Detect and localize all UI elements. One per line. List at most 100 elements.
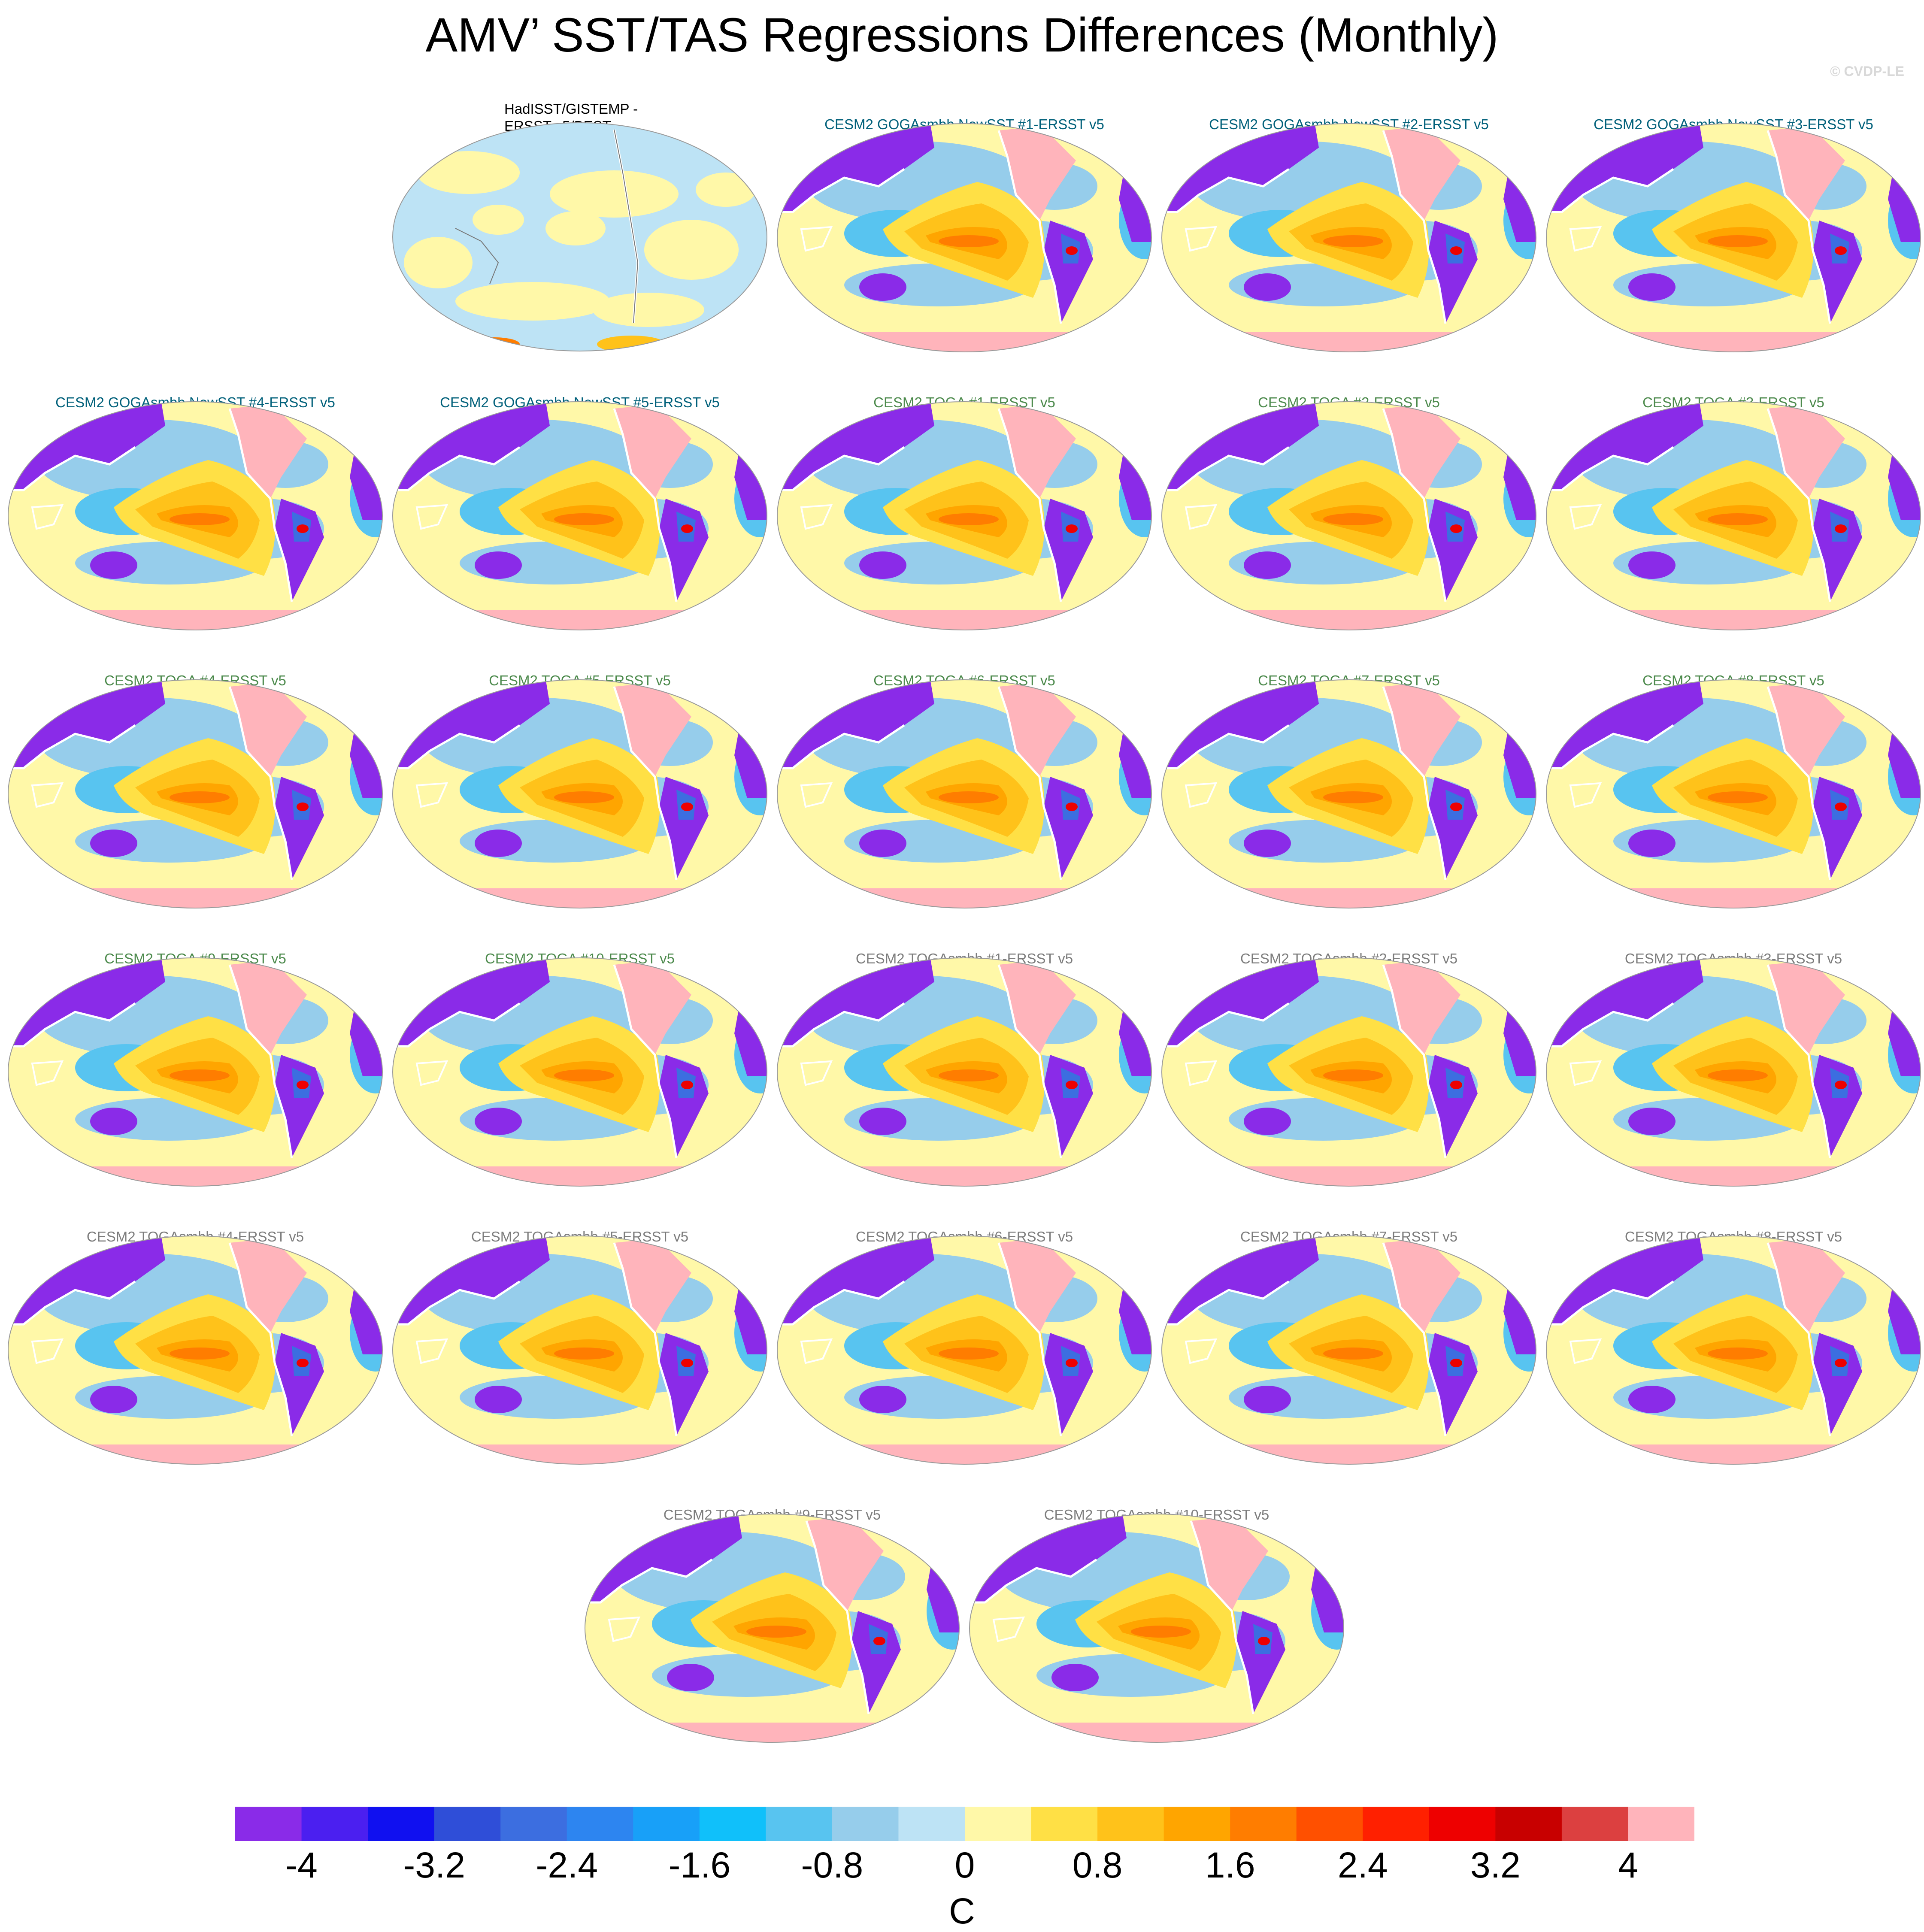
map-border xyxy=(8,679,383,908)
south-america-land xyxy=(659,777,709,880)
maritime-land xyxy=(800,1060,833,1086)
south-america-land xyxy=(1428,1333,1478,1436)
south-america-land xyxy=(659,1333,709,1436)
map-border xyxy=(392,957,767,1187)
colorbar-swatch xyxy=(1296,1807,1363,1841)
south-america-land xyxy=(275,499,324,602)
map-border xyxy=(969,1514,1344,1743)
australia-land xyxy=(859,830,906,857)
colorbar-swatch xyxy=(500,1807,567,1841)
map-panel: CESM2 TOGAsmbb #8-ERSST v5 xyxy=(1545,1208,1922,1465)
coastline xyxy=(8,1002,136,1048)
map-field xyxy=(393,680,767,908)
coastline xyxy=(613,686,678,880)
map-border xyxy=(777,1236,1152,1465)
warm-core xyxy=(1708,791,1768,803)
map-panel: CESM2 TOGAsmbb #1-ERSST v5 xyxy=(776,930,1153,1187)
maritime-land xyxy=(800,504,833,530)
maritime-land xyxy=(31,504,64,530)
map-plot xyxy=(969,1514,1344,1743)
map-plot xyxy=(392,1236,767,1465)
map-panel: CESM2 TOGA #4-ERSST v5 xyxy=(6,651,384,909)
colorbar-tick-label: 0.8 xyxy=(1073,1845,1123,1885)
map-border xyxy=(585,1514,960,1743)
coastline xyxy=(1766,1242,1831,1436)
figure-title: AMV’ SST/TAS Regressions Differences (Mo… xyxy=(425,8,1499,62)
map-panel: CESM2 TOGA #10-ERSST v5 xyxy=(391,930,769,1187)
maritime-land xyxy=(1185,1338,1218,1364)
antarctica-land xyxy=(1162,888,1536,908)
south-america-land xyxy=(297,524,309,533)
coastline xyxy=(228,964,293,1158)
map-panel: CESM2 TOGA #1-ERSST v5 xyxy=(776,373,1153,631)
coastline xyxy=(613,1242,678,1436)
south-america-land xyxy=(873,1637,885,1645)
coastline xyxy=(1382,1242,1447,1436)
australia-land xyxy=(90,551,137,579)
warm-anomaly-patch xyxy=(455,282,610,321)
colorbar-tick-label: 1.6 xyxy=(1205,1845,1255,1885)
coastline xyxy=(1546,446,1674,491)
coastline xyxy=(393,724,521,769)
colorbar-swatch xyxy=(1495,1807,1562,1841)
coastline xyxy=(1546,724,1674,769)
antarctica-land xyxy=(585,1723,959,1742)
coastline xyxy=(393,446,521,491)
south-america-land xyxy=(1066,802,1078,811)
coastline xyxy=(1546,168,1674,213)
map-field xyxy=(1546,958,1921,1186)
colorbar-swatch xyxy=(1097,1807,1164,1841)
warm-core xyxy=(170,1348,230,1360)
south-america-land xyxy=(1258,1637,1270,1645)
warm-core xyxy=(746,1626,806,1638)
south-america-land xyxy=(1835,246,1847,255)
south-america-land xyxy=(1066,1359,1078,1367)
warm-anomaly-patch xyxy=(545,211,606,245)
colorbar: -4 -3.2 -2.4 -1.6 -0.8 0 0.8 1.6 2.4 3.2 4 xyxy=(235,1807,1694,1885)
warm-core xyxy=(554,513,614,525)
antarctica-land xyxy=(8,888,382,908)
colorbar-swatch xyxy=(699,1807,766,1841)
map-plot xyxy=(8,679,383,908)
map-panel: CESM2 TOGA #9-ERSST v5 xyxy=(6,930,384,1187)
map-panel: CESM2 GOGAsmbb NewSST #1-ERSST v5 xyxy=(776,95,1153,353)
colorbar-swatch xyxy=(368,1807,435,1841)
south-america-land xyxy=(1044,499,1093,602)
south-america-land xyxy=(1450,802,1462,811)
map-plot xyxy=(1161,123,1536,352)
coastline xyxy=(805,1520,870,1714)
maritime-land xyxy=(992,1616,1025,1642)
colorbar-swatch xyxy=(301,1807,368,1841)
map-panel: CESM2 GOGAsmbb NewSST #3-ERSST v5 xyxy=(1545,95,1922,353)
south-america-land xyxy=(297,1359,309,1367)
coastline xyxy=(1766,130,1831,324)
colorbar-units-label: C xyxy=(949,1891,975,1931)
coastline xyxy=(777,724,905,769)
coastline xyxy=(1382,686,1447,880)
warm-core xyxy=(554,1348,614,1360)
antarctica-land xyxy=(1162,610,1536,630)
australia-land xyxy=(1628,273,1676,301)
coastline xyxy=(1546,1002,1674,1048)
map-border xyxy=(1546,679,1921,908)
maritime-land xyxy=(1185,1060,1218,1086)
coastline xyxy=(777,1002,905,1048)
south-america-land xyxy=(1044,777,1093,880)
coastline xyxy=(997,964,1062,1158)
australia-land xyxy=(1051,1664,1099,1691)
south-america-land xyxy=(681,802,693,811)
map-plot xyxy=(777,401,1152,630)
warm-core xyxy=(1708,513,1768,525)
colorbar-tick-label: -1.6 xyxy=(668,1845,730,1885)
colorbar-tick-label: 0 xyxy=(955,1845,975,1885)
australia-land xyxy=(667,1664,714,1691)
map-field xyxy=(1546,1236,1921,1464)
australia-land xyxy=(1244,830,1291,857)
map-border xyxy=(1161,123,1536,352)
map-field xyxy=(1162,958,1536,1186)
colorbar-swatch xyxy=(1628,1807,1694,1841)
antarctica-land xyxy=(1162,332,1536,352)
coastline xyxy=(1162,1002,1290,1048)
south-america-land xyxy=(1835,1359,1847,1367)
map-plot xyxy=(777,123,1152,352)
